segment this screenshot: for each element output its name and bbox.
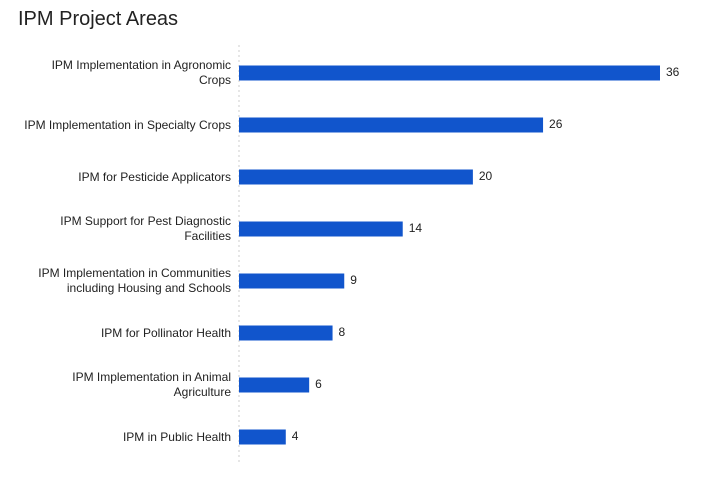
value-label: 8 [339, 325, 346, 339]
value-label: 14 [409, 221, 423, 235]
value-label: 20 [479, 169, 493, 183]
value-label: 9 [350, 273, 357, 287]
bar [239, 429, 286, 445]
category-label: IPM Implementation in Communities includ… [38, 266, 231, 295]
bar [239, 117, 544, 133]
value-label: 6 [315, 377, 322, 391]
category-label: IPM Support for Pest Diagnostic Faciliti… [60, 214, 231, 243]
value-label: 36 [666, 65, 680, 79]
category-label: IPM for Pollinator Health [100, 325, 231, 340]
category-label: IPM Implementation in Animal Agriculture [72, 370, 231, 399]
bar [239, 65, 660, 81]
category-label: IPM Implementation in Agronomic Crops [51, 58, 231, 87]
bar [239, 273, 345, 289]
value-label: 4 [292, 429, 299, 443]
category-label: IPM in Public Health [122, 429, 231, 444]
category-label: IPM Implementation in Specialty Crops [24, 117, 231, 132]
bar [239, 377, 310, 393]
chart-title: IPM Project Areas [18, 8, 179, 30]
bar [239, 221, 403, 237]
bar [239, 325, 333, 341]
bar [239, 169, 473, 185]
category-label: IPM for Pesticide Applicators [78, 169, 231, 184]
value-label: 26 [549, 117, 563, 131]
